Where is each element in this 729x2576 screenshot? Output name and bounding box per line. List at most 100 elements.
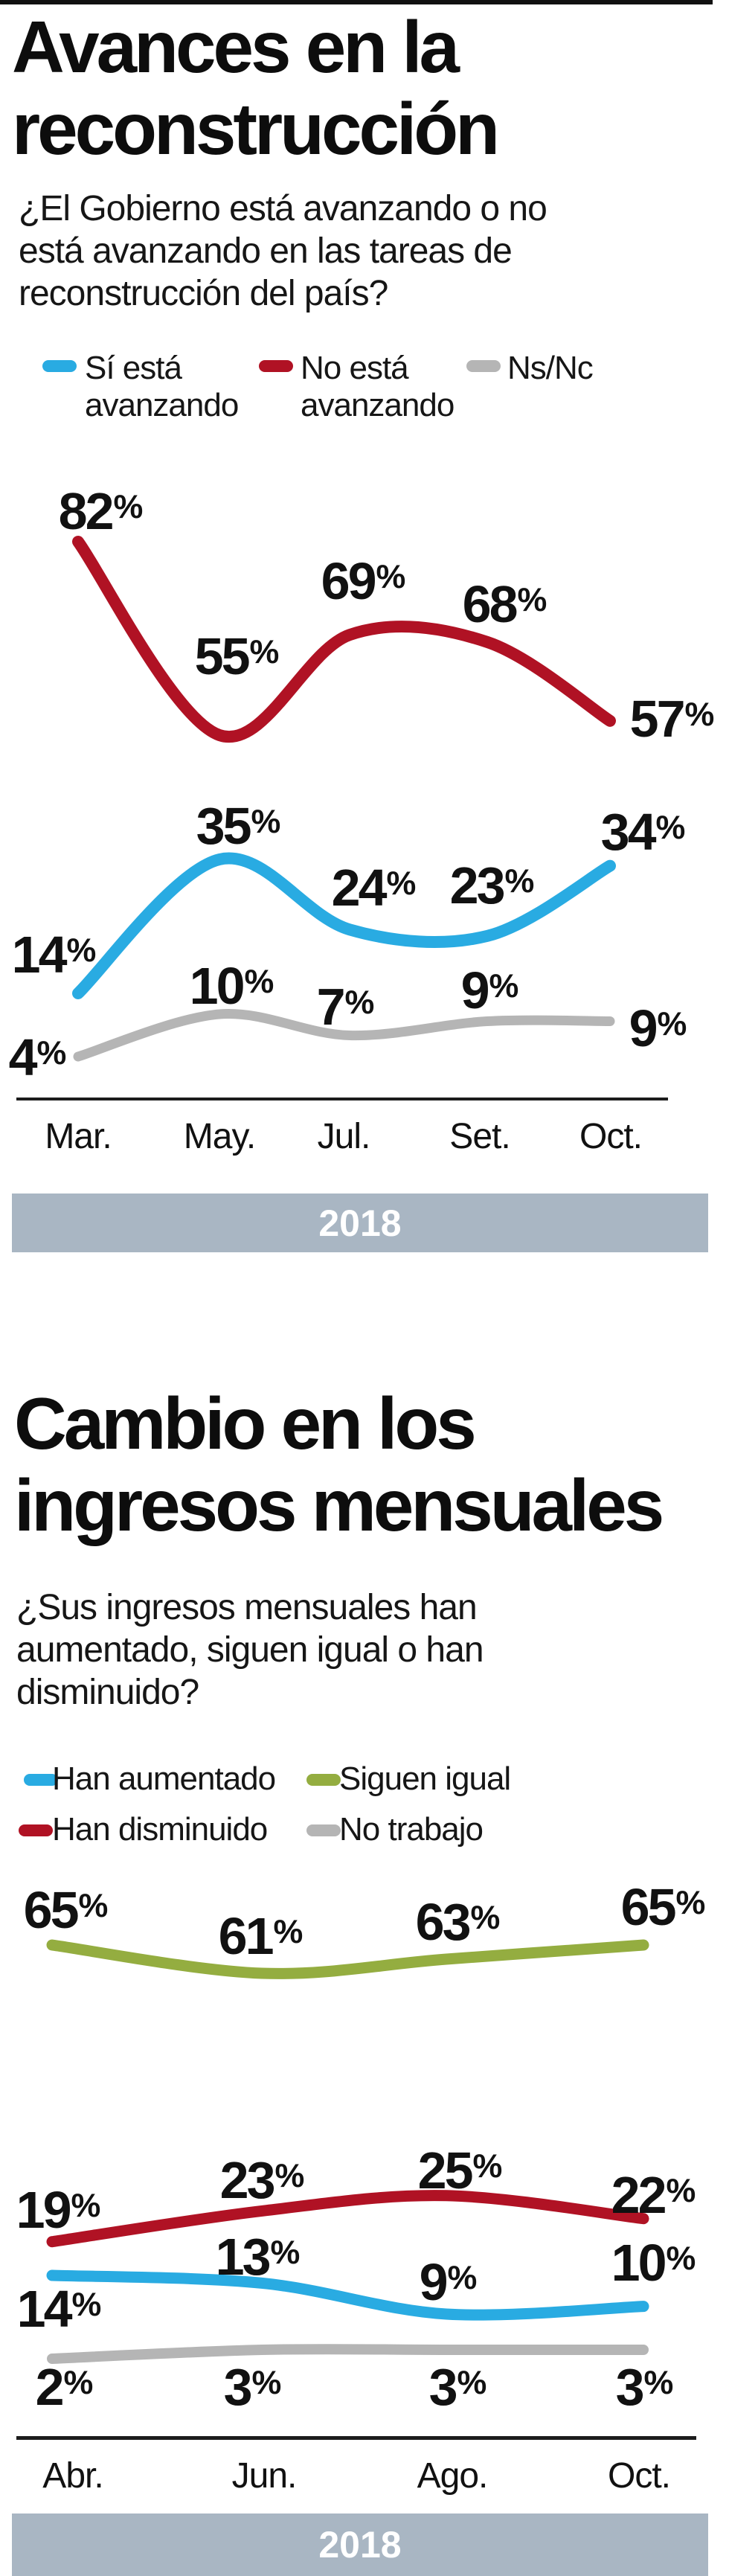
- data-label-unit: %: [666, 2172, 696, 2210]
- data-label-han-disminuido-ago: 25%: [418, 2141, 503, 2200]
- data-label-value: 23: [449, 856, 506, 914]
- legend-label-line: Han disminuido: [52, 1811, 268, 1848]
- data-label-si-esta-avanzando-jul: 24%: [331, 858, 417, 917]
- chart2-question-line1: ¿Sus ingresos mensuales han: [16, 1588, 478, 1627]
- chart2-question: ¿Sus ingresos mensuales han aumentado, s…: [16, 1586, 484, 1714]
- data-label-value: 35: [196, 797, 252, 855]
- x-axis-label-abr: Abr.: [42, 2456, 103, 2496]
- data-label-value: 82: [58, 482, 115, 540]
- data-label-unit: %: [376, 558, 406, 596]
- legend-dash-siguen-igual: [306, 1774, 341, 1786]
- data-label-unit: %: [447, 2259, 478, 2297]
- data-label-han-disminuido-oct: 22%: [611, 2165, 696, 2225]
- series-line-han-disminuido: [46, 2190, 649, 2248]
- data-label-unit: %: [457, 2364, 487, 2402]
- data-label-han-aumentado-oct: 10%: [611, 2233, 696, 2293]
- legend-label-line: Siguen igual: [339, 1760, 511, 1797]
- data-label-unit: %: [666, 2240, 696, 2278]
- legend-dash-no-trabajo: [306, 1824, 341, 1836]
- data-label-value: 10: [189, 957, 245, 1015]
- data-label-unit: %: [71, 2286, 102, 2324]
- data-label-unit: %: [270, 2234, 301, 2272]
- legend-label-line: No está: [301, 350, 409, 386]
- data-label-unit: %: [504, 862, 535, 900]
- data-label-unit: %: [344, 984, 375, 1022]
- chart2-question-line2: aumentado, siguen igual o han: [16, 1630, 484, 1670]
- data-label-unit: %: [489, 967, 519, 1005]
- data-label-value: 61: [218, 1907, 274, 1965]
- chart2-title: Cambio en los ingresos mensuales: [14, 1382, 664, 1546]
- x-axis-label-set: Set.: [449, 1117, 510, 1156]
- chart2-question-line3: disminuido?: [16, 1673, 199, 1712]
- x-axis-label-ago: Ago.: [417, 2456, 489, 2496]
- chart2-year-label: 2018: [318, 2524, 402, 2566]
- legend-label-ns-nc: Ns/Nc: [507, 350, 594, 387]
- data-label-si-esta-avanzando-may: 35%: [196, 796, 281, 856]
- legend-label-no-trabajo: No trabajo: [339, 1811, 484, 1848]
- data-label-ns-nc-oct: 9%: [629, 999, 687, 1058]
- data-label-value: 13: [215, 2228, 272, 2286]
- x-axis-label-mar: Mar.: [45, 1117, 112, 1156]
- x-axis-label-oct: Oct.: [579, 1117, 643, 1156]
- data-label-value: 24: [331, 859, 388, 917]
- data-label-value: 9: [460, 961, 490, 1019]
- data-label-value: 55: [194, 627, 251, 685]
- data-label-value: 4: [8, 1028, 38, 1086]
- data-label-no-esta-avanzando-mar: 82%: [58, 481, 144, 541]
- data-label-no-trabajo-jun: 3%: [224, 2357, 282, 2417]
- series-line-no-trabajo: [47, 2344, 649, 2364]
- top-accent-bar: [0, 0, 713, 4]
- data-label-ns-nc-jul: 7%: [317, 977, 375, 1037]
- chart1-question-line3: reconstrucción del país?: [19, 274, 388, 313]
- data-label-value: 68: [462, 575, 518, 633]
- series-line-siguen-igual: [46, 1939, 649, 1979]
- legend-label-si-esta-avanzando: Sí está avanzando: [85, 350, 239, 424]
- data-label-si-esta-avanzando-mar: 14%: [12, 925, 97, 984]
- data-label-unit: %: [472, 2147, 503, 2185]
- data-label-no-trabajo-ago: 3%: [428, 2357, 487, 2417]
- data-label-no-trabajo-oct: 3%: [616, 2357, 674, 2417]
- chart2-year-band: 2018: [12, 2513, 708, 2576]
- data-label-unit: %: [36, 1034, 67, 1072]
- legend-label-siguen-igual: Siguen igual: [339, 1760, 511, 1798]
- data-label-unit: %: [675, 1884, 706, 1922]
- chart2-x-axis: [16, 2436, 696, 2440]
- data-label-unit: %: [244, 963, 274, 1001]
- data-label-siguen-igual-ago: 63%: [415, 1892, 501, 1952]
- chart2-title-line1: Cambio en los: [14, 1382, 477, 1464]
- chart1-question-line1: ¿El Gobierno está avanzando o no: [19, 189, 547, 228]
- data-label-siguen-igual-abr: 65%: [24, 1880, 109, 1940]
- data-label-value: 9: [419, 2253, 449, 2311]
- data-label-no-esta-avanzando-oct: 57%: [630, 689, 715, 749]
- data-label-value: 9: [629, 999, 658, 1057]
- data-label-unit: %: [386, 865, 417, 903]
- chart1-title-line1: Avances en la: [12, 6, 460, 88]
- data-label-value: 3: [428, 2358, 458, 2416]
- data-label-value: 14: [16, 2280, 73, 2338]
- data-label-value: 23: [219, 2151, 276, 2209]
- data-label-value: 65: [620, 1878, 677, 1936]
- data-label-han-disminuido-jun: 23%: [219, 2150, 305, 2210]
- data-label-unit: %: [273, 1913, 304, 1951]
- data-label-no-esta-avanzando-set: 68%: [463, 574, 547, 634]
- data-label-value: 10: [611, 2234, 667, 2292]
- data-label-unit: %: [71, 2187, 101, 2225]
- chart1-title-line2: reconstrucción: [12, 88, 500, 170]
- data-label-value: 63: [415, 1893, 472, 1951]
- data-label-unit: %: [249, 633, 280, 671]
- data-label-unit: %: [470, 1899, 501, 1937]
- x-axis-label-jun: Jun.: [231, 2456, 298, 2496]
- data-label-ns-nc-may: 10%: [190, 956, 274, 1016]
- data-label-unit: %: [113, 488, 144, 526]
- legend-label-line: Ns/Nc: [507, 350, 594, 386]
- legend-label-line: Han aumentado: [52, 1760, 276, 1797]
- legend-label-han-disminuido: Han disminuido: [52, 1811, 268, 1848]
- data-label-value: 19: [16, 2181, 72, 2239]
- data-label-unit: %: [657, 1005, 687, 1043]
- legend-dash-han-aumentado: [24, 1774, 58, 1786]
- data-label-value: 69: [321, 552, 377, 610]
- data-label-unit: %: [643, 2364, 674, 2402]
- data-label-siguen-igual-jun: 61%: [218, 1906, 304, 1966]
- legend-dash-ns-nc: [466, 360, 501, 372]
